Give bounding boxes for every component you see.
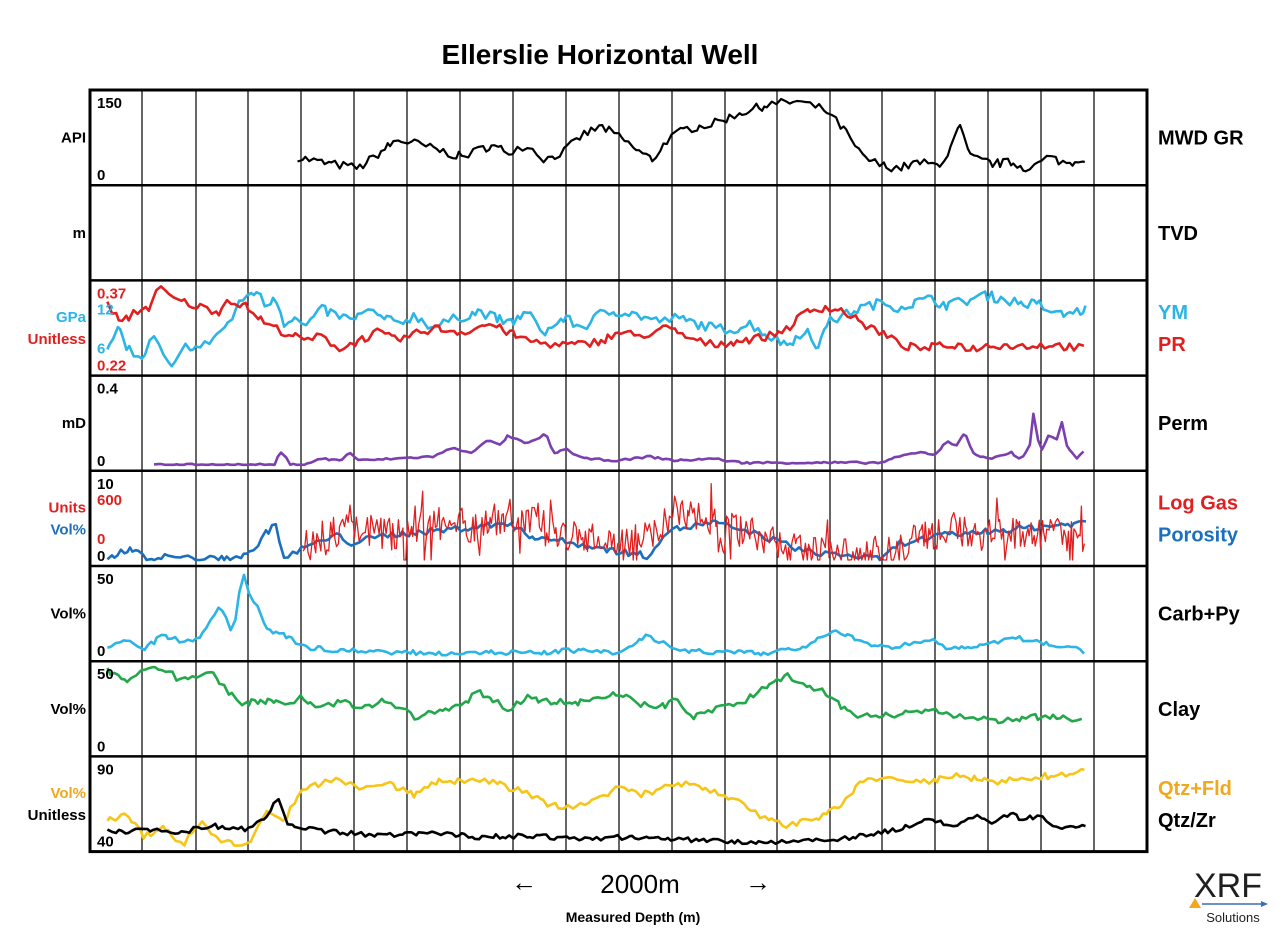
left-arrow: ←	[511, 867, 537, 897]
scale-bar: ← 2000m →	[511, 867, 771, 899]
series-ym	[106, 290, 1087, 368]
tick-label: 0	[97, 738, 105, 755]
unit-label: Vol%	[50, 606, 86, 623]
track-clay: Vol% 50 0 Clay	[50, 665, 1201, 755]
unit-label: m	[73, 225, 86, 242]
logo-arrow-head	[1261, 901, 1268, 907]
tick-label: 0	[97, 643, 105, 660]
series-qtz-zr	[106, 797, 1086, 846]
logo-triangle	[1189, 898, 1201, 908]
unit-label: Vol%	[50, 701, 86, 718]
track-label: Qtz/Zr	[1158, 810, 1216, 832]
unit-label: Vol%	[50, 521, 86, 538]
track-label: PR	[1158, 334, 1186, 356]
series-perm	[153, 412, 1085, 467]
track-label: Log Gas	[1158, 492, 1238, 514]
track-tvd: m TVD	[73, 223, 1198, 245]
tick-label: 0.22	[97, 358, 126, 375]
x-axis-label: Measured Depth (m)	[566, 909, 701, 925]
series-pr	[106, 285, 1085, 353]
tick-label: 0	[97, 453, 105, 470]
track-label: Qtz+Fld	[1158, 778, 1232, 800]
tick-label: 0.37	[97, 285, 126, 302]
track-label: MWD GR	[1158, 128, 1244, 150]
series-carb-py	[107, 573, 1085, 657]
track-mwd-gr: API 150 0 MWD GR	[61, 95, 1244, 184]
xrf-logo: XRF Solutions	[1189, 867, 1268, 925]
tick-label: 0	[97, 531, 105, 548]
tick-label: 6	[97, 341, 105, 358]
tick-label: 10	[97, 476, 114, 493]
tick-label: 0.4	[97, 381, 119, 398]
unit-label: Unitless	[28, 331, 86, 348]
tick-label: 0	[97, 167, 105, 184]
unit-label: Units	[49, 499, 87, 516]
tick-label: 40	[97, 834, 114, 851]
track-label: Clay	[1158, 699, 1201, 721]
tick-label: 150	[97, 95, 122, 112]
logo-text: XRF	[1194, 867, 1262, 905]
track-label: Perm	[1158, 413, 1208, 435]
series-log-gas	[302, 482, 1086, 561]
track-label: YM	[1158, 302, 1188, 324]
track-qtz: Vol% Unitless 90 40 Qtz+Fld Qtz/Zr	[28, 761, 1232, 850]
logo-subtitle: Solutions	[1206, 910, 1260, 925]
tick-label: 50	[97, 571, 114, 588]
tick-label: 12	[97, 301, 114, 318]
unit-label: mD	[62, 415, 86, 432]
track-label: Carb+Py	[1158, 604, 1241, 626]
right-arrow: →	[745, 867, 771, 897]
unit-label: GPa	[56, 309, 87, 326]
track-carb-py: Vol% 50 0 Carb+Py	[50, 571, 1240, 660]
unit-label: Vol%	[50, 785, 86, 802]
series-qtz-fld	[106, 767, 1085, 847]
tick-label: 600	[97, 492, 122, 509]
tick-label: 90	[97, 761, 114, 778]
tick-label: 50	[97, 666, 114, 683]
track-label: Porosity	[1158, 524, 1239, 546]
series-clay	[106, 665, 1083, 725]
scale-bar-label: 2000m	[600, 869, 680, 899]
unit-label: Unitless	[28, 807, 86, 824]
grid	[88, 88, 1149, 854]
chart-title: Ellerslie Horizontal Well	[442, 39, 759, 70]
track-perm: mD 0.4 0 Perm	[62, 381, 1208, 470]
track-label: TVD	[1158, 223, 1198, 245]
series-mwd-gr	[297, 97, 1085, 173]
unit-label: API	[61, 130, 86, 147]
tick-label: 0	[97, 548, 105, 565]
